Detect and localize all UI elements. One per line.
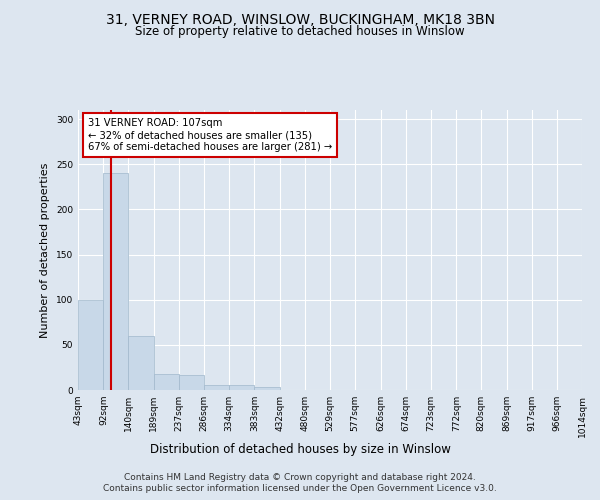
Bar <box>103 173 128 390</box>
Bar <box>229 386 254 390</box>
Text: 31 VERNEY ROAD: 107sqm
← 32% of detached houses are smaller (135)
67% of semi-de: 31 VERNEY ROAD: 107sqm ← 32% of detached… <box>88 118 332 152</box>
Bar <box>179 374 204 390</box>
Text: 31, VERNEY ROAD, WINSLOW, BUCKINGHAM, MK18 3BN: 31, VERNEY ROAD, WINSLOW, BUCKINGHAM, MK… <box>106 12 494 26</box>
Text: Contains HM Land Registry data © Crown copyright and database right 2024.: Contains HM Land Registry data © Crown c… <box>124 472 476 482</box>
Text: Contains public sector information licensed under the Open Government Licence v3: Contains public sector information licen… <box>103 484 497 493</box>
Bar <box>154 374 179 390</box>
Bar <box>128 336 154 390</box>
Y-axis label: Number of detached properties: Number of detached properties <box>40 162 50 338</box>
Text: Size of property relative to detached houses in Winslow: Size of property relative to detached ho… <box>135 25 465 38</box>
Bar <box>254 388 280 390</box>
Text: Distribution of detached houses by size in Winslow: Distribution of detached houses by size … <box>149 442 451 456</box>
Bar <box>204 384 229 390</box>
Bar <box>78 300 103 390</box>
